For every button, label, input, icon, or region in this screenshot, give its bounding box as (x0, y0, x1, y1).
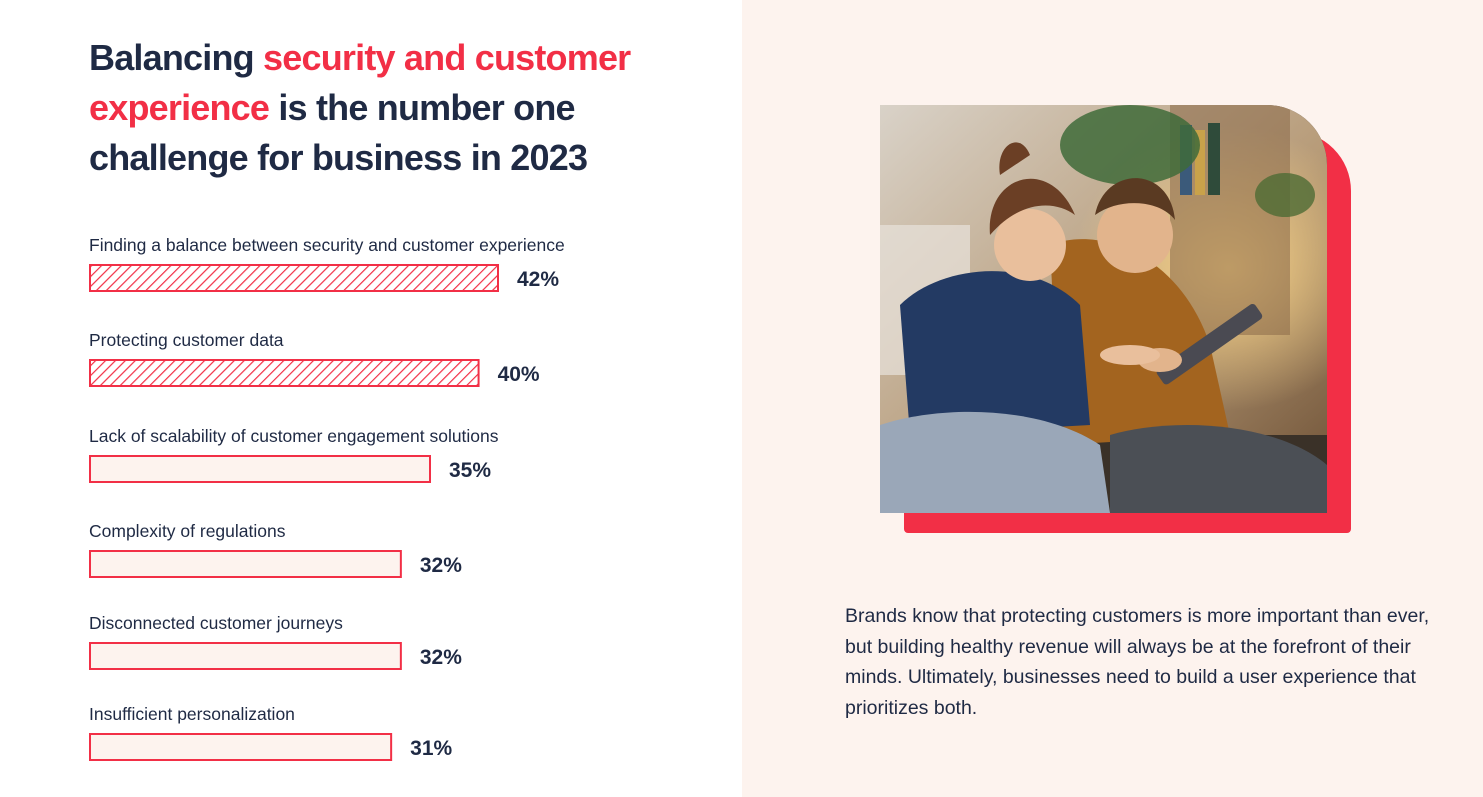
bar (89, 455, 431, 483)
category-label: Protecting customer data (89, 330, 284, 350)
category-label: Disconnected customer journeys (89, 613, 343, 633)
value-label: 31% (410, 737, 452, 760)
body-paragraph: Brands know that protecting customers is… (845, 605, 1430, 719)
value-label: 40% (498, 363, 540, 386)
headline-part-1: Balancing (89, 37, 264, 78)
photo-frame (880, 105, 1352, 535)
bar (89, 642, 402, 670)
bar (89, 733, 393, 761)
value-label: 35% (449, 459, 491, 482)
category-label: Complexity of regulations (89, 521, 286, 541)
category-label: Lack of scalability of customer engageme… (89, 426, 499, 446)
bar (89, 359, 480, 387)
category-label: Insufficient personalization (89, 704, 295, 724)
category-label: Finding a balance between security and c… (89, 235, 565, 255)
page-headline: Balancing security and customer experien… (89, 33, 689, 183)
headline-part-2: is the number one challenge for business… (89, 87, 588, 178)
value-label: 32% (420, 646, 462, 669)
value-label: 32% (420, 554, 462, 577)
challenges-bar-chart: Finding a balance between security and c… (89, 235, 565, 761)
headline-accent: security and customer experience (89, 37, 631, 128)
value-label: 42% (517, 268, 559, 291)
people-with-tablet-photo (880, 105, 1327, 513)
photo-illustration (880, 105, 1327, 513)
bar (89, 264, 499, 292)
bar (89, 550, 402, 578)
